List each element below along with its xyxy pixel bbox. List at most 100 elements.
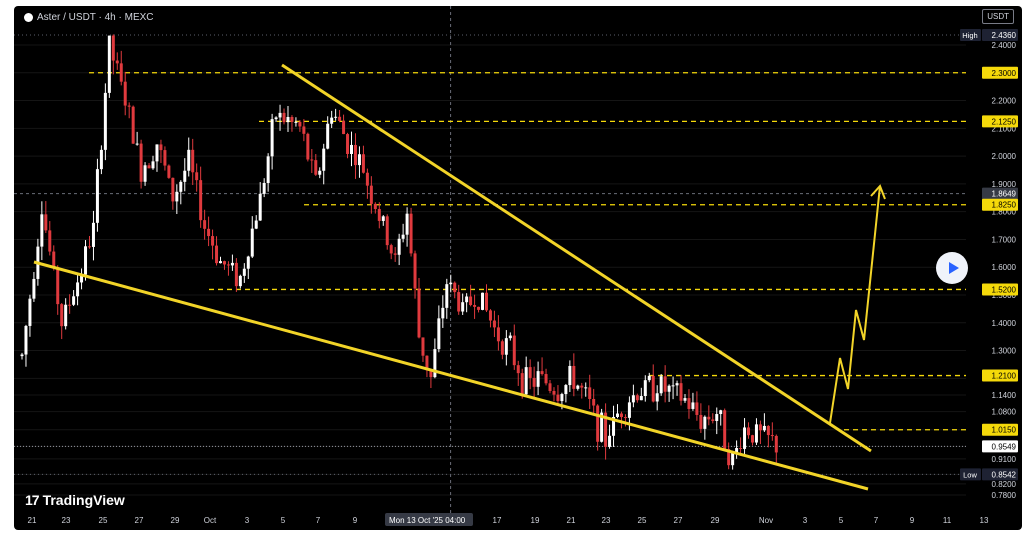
candle-body bbox=[453, 282, 457, 293]
candle-body bbox=[421, 337, 425, 356]
candle-body bbox=[163, 150, 167, 166]
candle-body bbox=[762, 425, 766, 431]
candle-body bbox=[417, 288, 421, 338]
candle-body bbox=[40, 214, 44, 247]
candle-body bbox=[246, 256, 250, 269]
candle-body bbox=[103, 92, 107, 150]
candle-body bbox=[651, 375, 655, 402]
candle-body bbox=[207, 228, 211, 237]
chart-canvas[interactable]: 2.4000 2.3000 2.2000 2.1000 2.0000 1.9000 1.80… bbox=[14, 6, 1022, 530]
candle-body bbox=[449, 282, 453, 285]
price-label-box bbox=[982, 115, 1018, 128]
candle-body bbox=[131, 106, 135, 144]
candle-body bbox=[28, 298, 32, 326]
currency-button[interactable]: USDT bbox=[982, 9, 1014, 24]
x-tick-label: 29 bbox=[711, 516, 720, 525]
x-tick-label: 5 bbox=[839, 516, 844, 525]
x-tick-label: 27 bbox=[135, 516, 144, 525]
candle-body bbox=[242, 268, 246, 276]
price-label-box bbox=[982, 440, 1018, 453]
candle-body bbox=[310, 159, 314, 161]
candle-body bbox=[413, 253, 417, 289]
candle-body bbox=[234, 262, 238, 287]
candle-body bbox=[667, 385, 671, 392]
price-label-value: 0.8542 bbox=[992, 470, 1017, 479]
candle-body bbox=[492, 320, 496, 328]
candle-body bbox=[774, 435, 778, 453]
candle-body bbox=[84, 246, 88, 275]
candle-body bbox=[302, 126, 306, 134]
y-tick-label: 2.0000 bbox=[992, 152, 1017, 161]
price-label-value: 1.0150 bbox=[992, 426, 1017, 435]
candle-body bbox=[627, 402, 631, 418]
candle-body bbox=[48, 230, 52, 252]
candle-body bbox=[282, 112, 286, 123]
candle-body bbox=[171, 177, 175, 202]
chart-title: Aster / USDT · 4h · MEXC bbox=[37, 12, 154, 23]
x-tick-label: 9 bbox=[353, 516, 358, 525]
candle-body bbox=[596, 405, 600, 442]
candle-body bbox=[727, 448, 731, 466]
candle-body bbox=[743, 427, 747, 449]
x-tick-label: 13 bbox=[980, 516, 989, 525]
price-label-value: 1.5200 bbox=[992, 285, 1017, 294]
candle-body bbox=[314, 160, 318, 175]
candle-body bbox=[508, 335, 512, 339]
y-tick-label: 1.7000 bbox=[992, 235, 1017, 244]
candle-body bbox=[731, 452, 735, 466]
candle-body bbox=[556, 394, 560, 402]
candle-body bbox=[401, 234, 405, 239]
candle-body bbox=[115, 60, 119, 64]
x-tick-label: 29 bbox=[171, 516, 180, 525]
price-label-value: 1.8250 bbox=[992, 201, 1017, 210]
candle-body bbox=[219, 261, 222, 264]
candle-body bbox=[639, 396, 643, 401]
candle-body bbox=[766, 425, 770, 436]
x-tick-label: 19 bbox=[531, 516, 540, 525]
price-label-value: 1.8649 bbox=[992, 190, 1017, 199]
candle-body bbox=[119, 63, 123, 82]
price-label-box bbox=[982, 29, 1018, 41]
candle-body bbox=[334, 116, 338, 118]
candle-body bbox=[147, 165, 151, 169]
play-button[interactable] bbox=[936, 252, 968, 284]
x-tick-label: Oct bbox=[204, 516, 217, 525]
y-tick-label: 1.6000 bbox=[992, 263, 1017, 272]
candle-body bbox=[369, 185, 373, 204]
candle-body bbox=[560, 394, 564, 402]
candle-body bbox=[99, 149, 103, 170]
candle-body bbox=[199, 180, 203, 221]
candle-body bbox=[222, 261, 226, 265]
candle-body bbox=[330, 117, 334, 124]
candle-body bbox=[139, 143, 143, 182]
candle-body bbox=[230, 262, 234, 266]
candle-body bbox=[663, 376, 667, 392]
candle-body bbox=[707, 416, 711, 420]
candle-body bbox=[496, 327, 500, 342]
candle-body bbox=[175, 191, 179, 202]
candle-body bbox=[770, 435, 774, 437]
candle-body bbox=[747, 427, 751, 436]
candle-body bbox=[357, 154, 361, 166]
candle-body bbox=[87, 246, 91, 248]
candle-body bbox=[564, 385, 568, 395]
candle-body bbox=[758, 424, 762, 431]
candle-body bbox=[544, 374, 548, 384]
candle-body bbox=[473, 305, 477, 307]
y-tick-label: 1.9000 bbox=[992, 180, 1017, 189]
candle-body bbox=[754, 424, 758, 443]
candle-body bbox=[477, 306, 481, 310]
candle-body bbox=[107, 35, 111, 93]
candle-body bbox=[461, 302, 465, 312]
candle-body bbox=[80, 274, 84, 283]
candle-body bbox=[516, 365, 520, 374]
candle-body bbox=[346, 134, 350, 154]
candle-body bbox=[679, 383, 683, 401]
candle-body bbox=[211, 236, 215, 246]
candle-body bbox=[60, 304, 64, 327]
candle-body bbox=[353, 144, 357, 166]
candle-body bbox=[215, 245, 219, 264]
play-icon bbox=[948, 262, 959, 274]
candle-body bbox=[592, 398, 596, 406]
x-tick-label: 17 bbox=[493, 516, 502, 525]
